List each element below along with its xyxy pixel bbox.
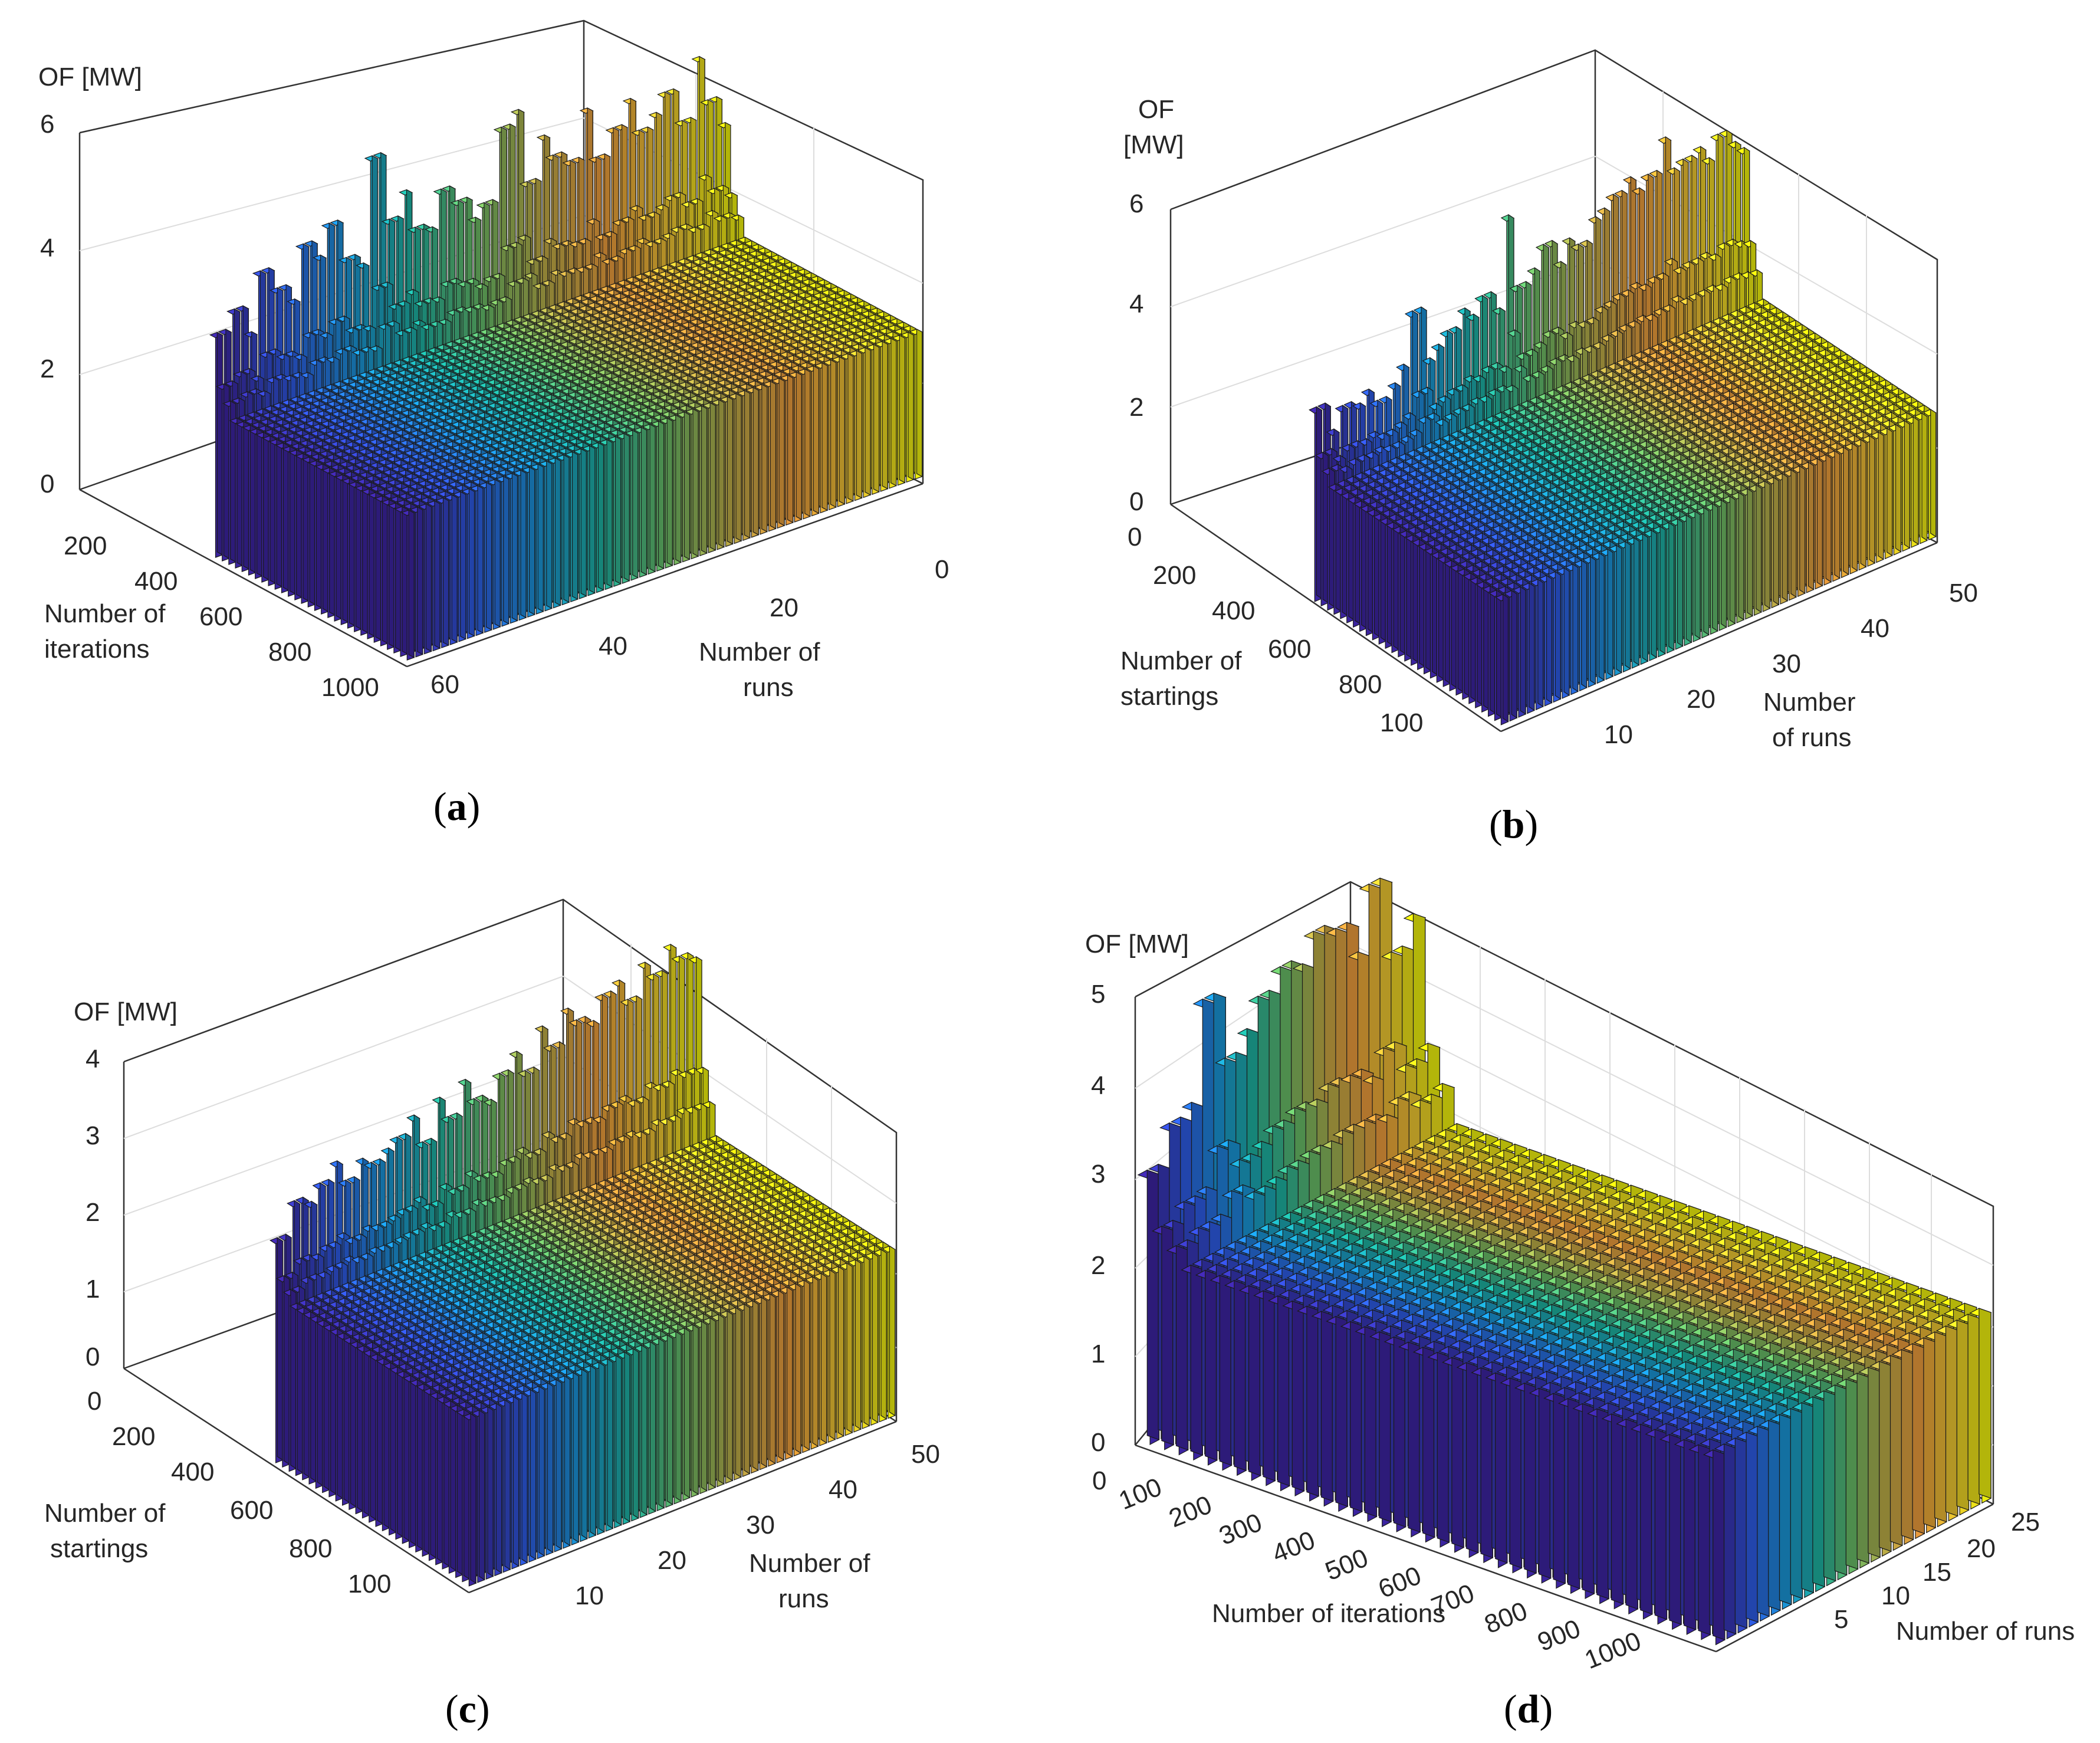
panel-a-floor-front-x — [79, 488, 407, 668]
panel-a-chart: 0 2 4 6 OF [MW] 200 400 600 800 1000 Num… — [38, 19, 949, 829]
panel-a-floor-front-y — [406, 482, 924, 668]
panel-a-bars — [209, 55, 924, 661]
panel-a-back-box — [79, 19, 924, 484]
